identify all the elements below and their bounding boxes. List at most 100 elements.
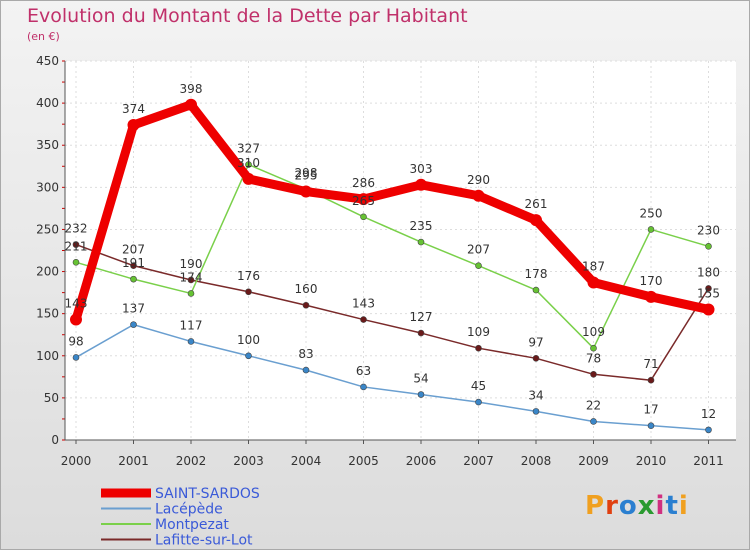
x-tick-label: 2001 bbox=[118, 454, 149, 468]
data-label-montpezat: 178 bbox=[525, 267, 548, 281]
data-point-lafitte-sur-lot bbox=[590, 371, 597, 378]
data-label-montpezat: 191 bbox=[122, 256, 145, 270]
data-point-lac-p-de bbox=[590, 418, 597, 425]
data-label-lac-p-de: 17 bbox=[643, 403, 658, 417]
data-label-lafitte-sur-lot: 190 bbox=[180, 257, 203, 271]
x-tick-label: 2010 bbox=[636, 454, 667, 468]
logo-letter: r bbox=[605, 491, 619, 521]
legend-label-saint-sardos: SAINT-SARDOS bbox=[155, 486, 260, 502]
data-label-lac-p-de: 117 bbox=[180, 318, 203, 332]
data-label-saint-sardos: 290 bbox=[467, 173, 490, 187]
y-tick-label: 450 bbox=[36, 54, 59, 68]
logo-letter: o bbox=[618, 491, 638, 521]
x-tick-label: 2003 bbox=[233, 454, 264, 468]
data-label-saint-sardos: 187 bbox=[582, 260, 605, 274]
data-label-saint-sardos: 303 bbox=[410, 162, 433, 176]
y-tick-label: 300 bbox=[36, 180, 59, 194]
data-point-saint-sardos bbox=[357, 193, 370, 206]
y-tick-label: 50 bbox=[44, 391, 59, 405]
data-point-lac-p-de bbox=[130, 321, 137, 328]
data-point-saint-sardos bbox=[702, 303, 715, 316]
data-point-saint-sardos bbox=[242, 172, 255, 185]
data-point-lac-p-de bbox=[417, 391, 425, 398]
data-point-lafitte-sur-lot bbox=[72, 241, 80, 248]
data-label-saint-sardos: 143 bbox=[65, 297, 88, 311]
series-line-lac-p-de bbox=[75, 323, 709, 431]
data-label-lafitte-sur-lot: 207 bbox=[122, 243, 145, 257]
data-label-saint-sardos: 286 bbox=[352, 176, 375, 190]
data-point-lac-p-de bbox=[187, 338, 195, 345]
data-point-lafitte-sur-lot bbox=[245, 288, 252, 296]
data-label-lac-p-de: 100 bbox=[237, 333, 260, 347]
series-line-lafitte-sur-lot bbox=[75, 243, 710, 381]
data-point-lafitte-sur-lot bbox=[130, 262, 137, 269]
x-tick-label: 2009 bbox=[578, 454, 609, 468]
data-label-lafitte-sur-lot: 97 bbox=[528, 335, 543, 349]
legend-label-lac-p-de: Lacépède bbox=[155, 502, 223, 518]
data-point-montpezat bbox=[417, 238, 425, 246]
x-tick-label: 2011 bbox=[693, 454, 724, 468]
data-point-lac-p-de bbox=[302, 366, 310, 374]
data-label-lac-p-de: 63 bbox=[356, 364, 371, 378]
data-point-saint-sardos bbox=[587, 276, 600, 289]
data-point-montpezat bbox=[590, 344, 597, 352]
data-point-lac-p-de bbox=[72, 354, 80, 361]
data-label-saint-sardos: 310 bbox=[237, 156, 260, 170]
chart-title: Evolution du Montant de la Dette par Hab… bbox=[27, 5, 468, 27]
data-label-lafitte-sur-lot: 78 bbox=[586, 351, 601, 365]
data-point-saint-sardos bbox=[530, 214, 542, 227]
data-point-saint-sardos bbox=[127, 119, 140, 132]
data-label-montpezat: 109 bbox=[582, 325, 605, 339]
x-tick-label: 2002 bbox=[176, 454, 207, 468]
data-point-lac-p-de bbox=[360, 383, 367, 391]
y-tick-label: 400 bbox=[36, 96, 59, 110]
data-point-montpezat bbox=[475, 262, 482, 269]
y-tick-label: 150 bbox=[36, 307, 59, 321]
data-point-lac-p-de bbox=[647, 422, 655, 429]
data-point-montpezat bbox=[130, 275, 137, 283]
logo-letter: i bbox=[678, 491, 689, 521]
data-label-montpezat: 327 bbox=[237, 142, 260, 156]
data-label-montpezat: 211 bbox=[65, 239, 88, 253]
data-label-saint-sardos: 374 bbox=[122, 102, 145, 116]
data-point-lafitte-sur-lot bbox=[475, 344, 482, 352]
data-label-lac-p-de: 22 bbox=[586, 398, 601, 412]
y-tick-label: 0 bbox=[51, 433, 59, 447]
data-label-lac-p-de: 54 bbox=[413, 372, 428, 386]
data-label-montpezat: 207 bbox=[467, 243, 490, 257]
data-label-montpezat: 250 bbox=[640, 206, 663, 220]
x-tick-label: 2004 bbox=[291, 454, 322, 468]
x-tick-label: 2005 bbox=[348, 454, 379, 468]
data-point-montpezat bbox=[72, 258, 80, 266]
chart-unit: (en €) bbox=[27, 30, 60, 43]
data-point-lafitte-sur-lot bbox=[417, 329, 425, 337]
data-point-saint-sardos bbox=[415, 178, 427, 191]
series-line-montpezat bbox=[75, 163, 709, 349]
logo-letter: P bbox=[585, 491, 606, 521]
x-tick-label: 2007 bbox=[463, 454, 494, 468]
data-point-montpezat bbox=[705, 242, 712, 250]
data-point-montpezat bbox=[187, 290, 195, 297]
data-label-lafitte-sur-lot: 127 bbox=[410, 310, 433, 324]
y-tick-label: 200 bbox=[36, 265, 59, 279]
data-label-montpezat: 235 bbox=[410, 219, 433, 233]
data-point-saint-sardos bbox=[472, 189, 485, 202]
data-label-saint-sardos: 170 bbox=[640, 274, 663, 288]
data-label-montpezat: 265 bbox=[352, 194, 375, 208]
data-point-lafitte-sur-lot bbox=[302, 301, 310, 309]
legend-label-lafitte-sur-lot: Lafitte-sur-Lot bbox=[155, 533, 253, 549]
data-point-lac-p-de bbox=[475, 398, 482, 406]
data-label-lafitte-sur-lot: 160 bbox=[295, 282, 318, 296]
data-label-saint-sardos: 398 bbox=[180, 82, 203, 96]
y-tick-label: 250 bbox=[36, 222, 59, 236]
data-label-lac-p-de: 45 bbox=[471, 379, 486, 393]
data-point-montpezat bbox=[532, 286, 540, 294]
data-label-lac-p-de: 98 bbox=[68, 334, 83, 348]
data-label-montpezat: 174 bbox=[180, 270, 203, 284]
x-tick-label: 2000 bbox=[61, 454, 92, 468]
data-point-saint-sardos bbox=[185, 98, 197, 111]
data-label-montpezat: 298 bbox=[295, 166, 318, 180]
logo-letter: i bbox=[655, 491, 666, 521]
data-point-lafitte-sur-lot bbox=[705, 285, 712, 292]
